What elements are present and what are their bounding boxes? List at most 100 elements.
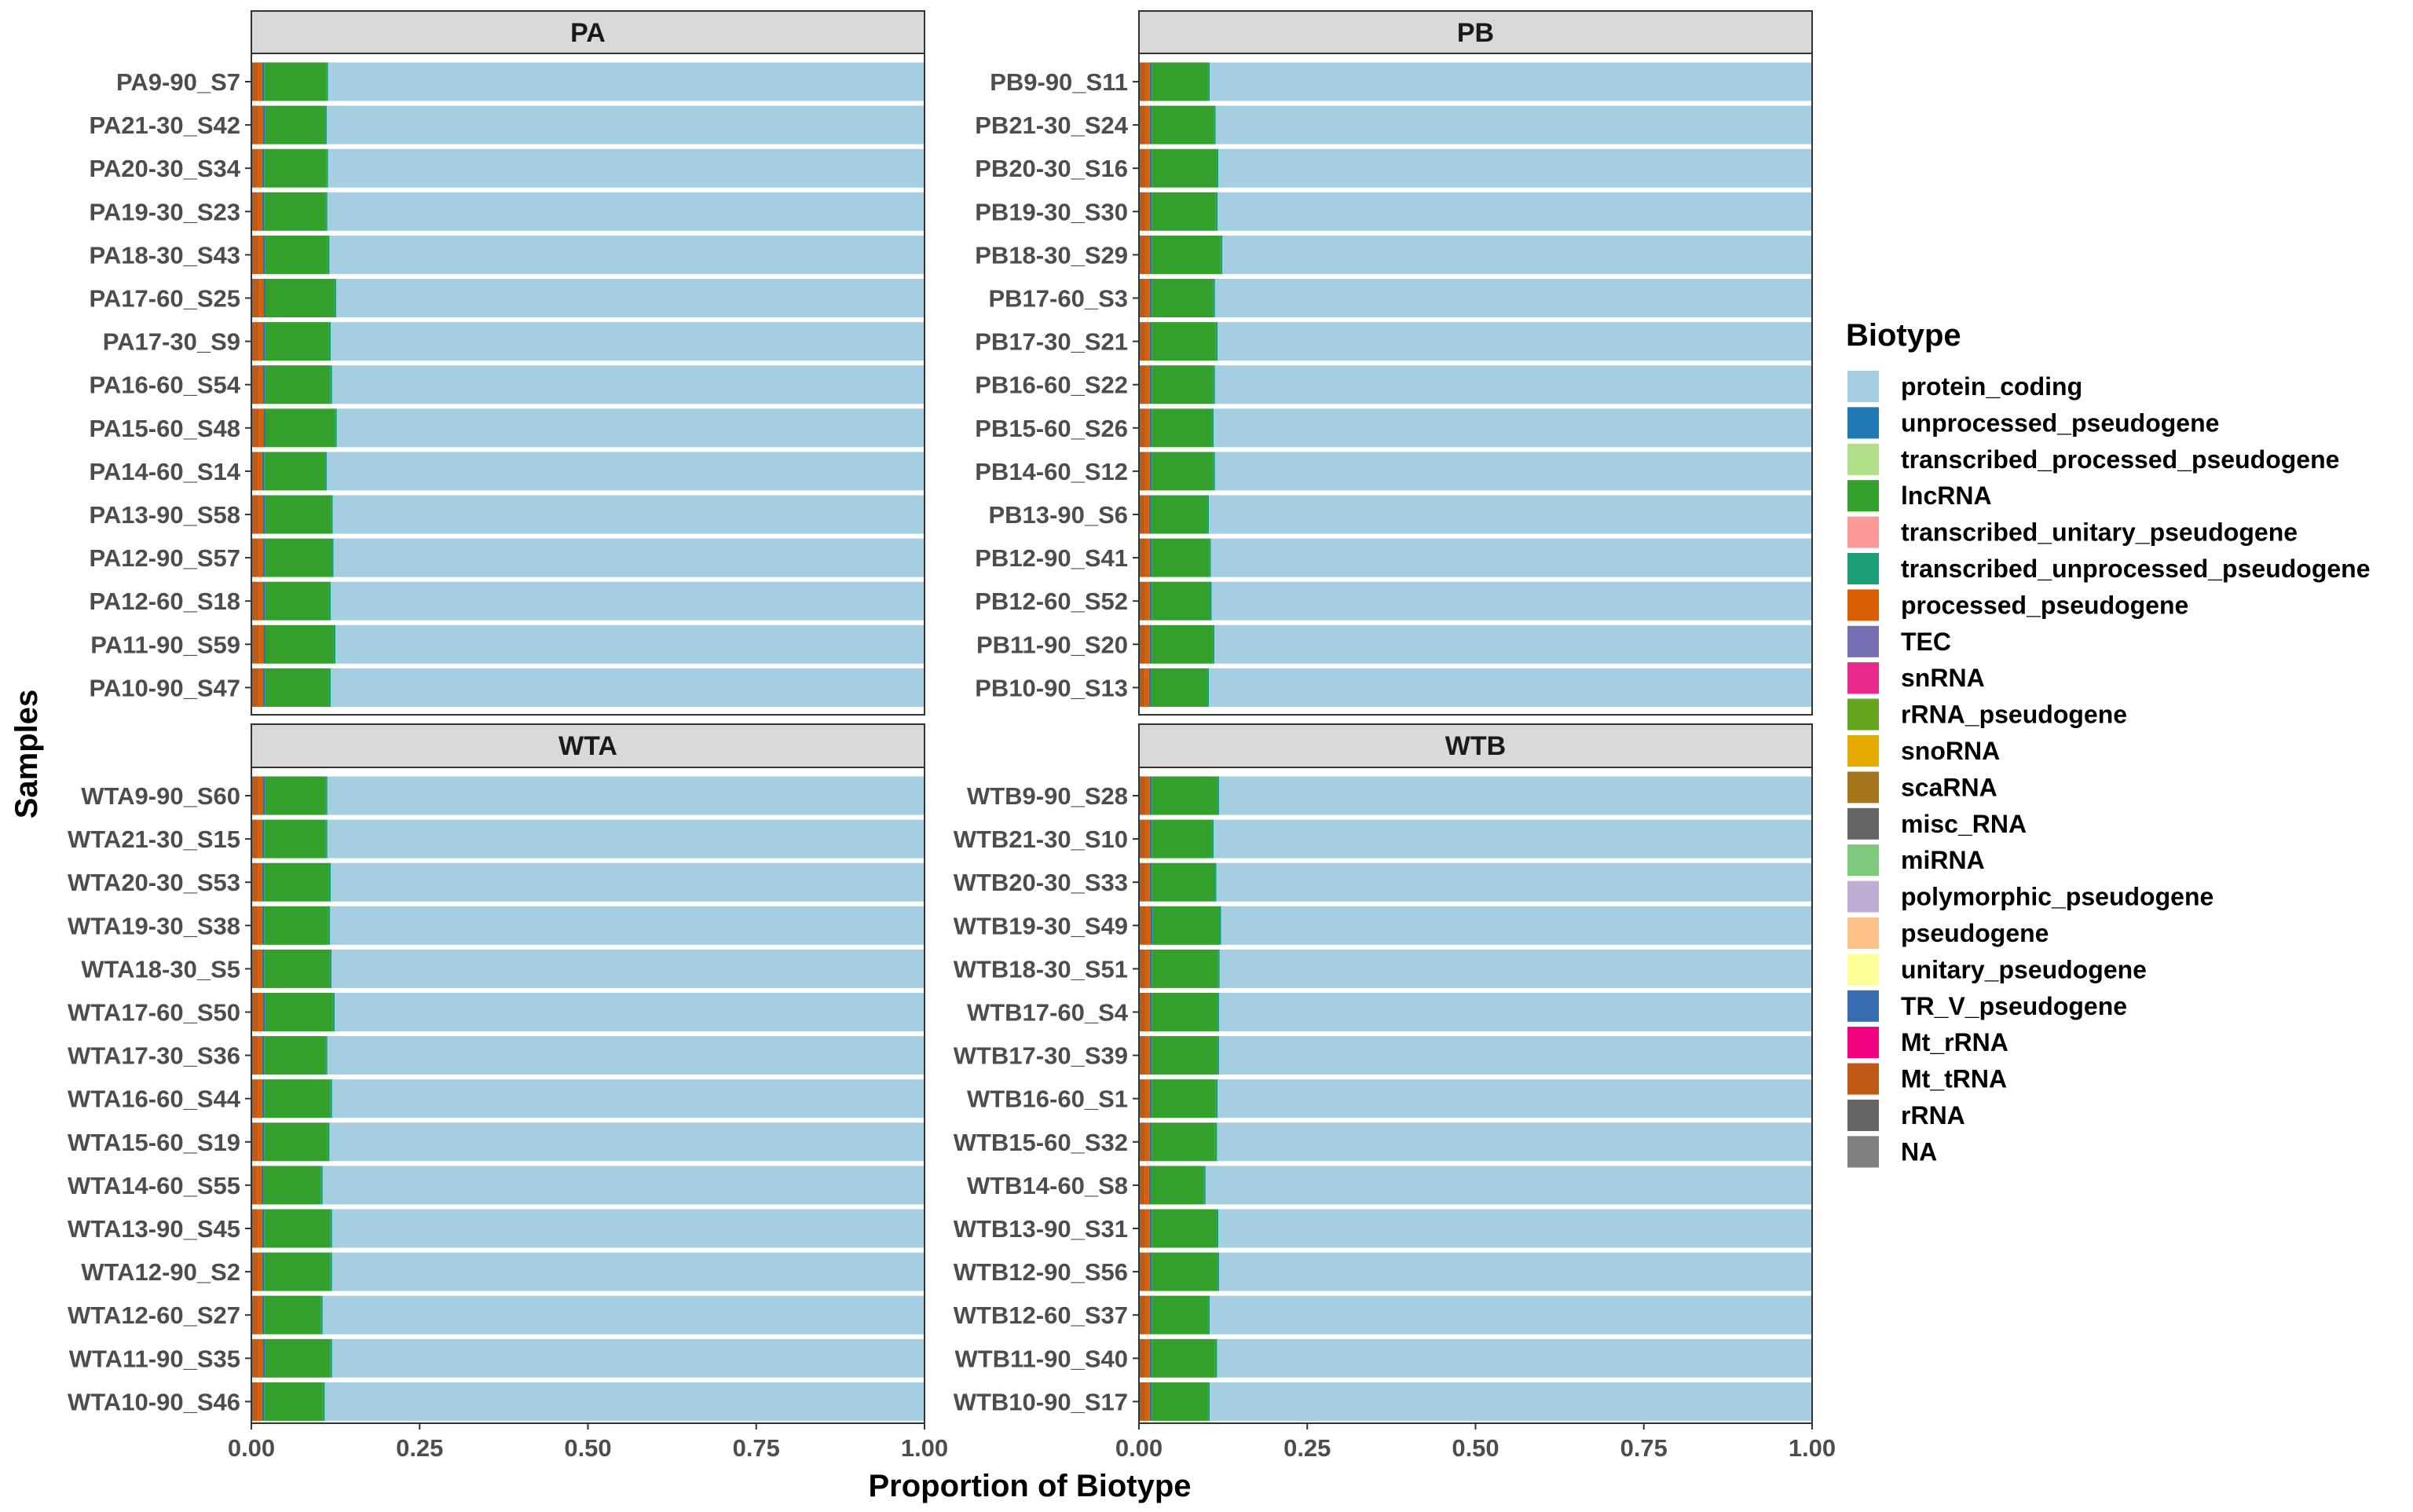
bar-segment-mt-trna	[1139, 452, 1146, 491]
facet-strip-label: WTB	[1445, 731, 1506, 761]
bar-segment-protein-coding	[331, 322, 925, 361]
bar-segment-lncrna	[1152, 1295, 1208, 1334]
bar-segment-protein-coding	[1218, 1252, 1812, 1291]
bar-segment-lncrna	[265, 495, 331, 534]
bar-segment-unprocessed-pseudogene	[1149, 624, 1152, 664]
bar-segment-protein-coding	[336, 408, 925, 448]
y-tick-label: WTA12-90_S2	[81, 1258, 240, 1286]
bar-segment-lncrna	[265, 538, 331, 577]
bar-segment-lncrna	[1152, 624, 1213, 664]
bar-segment-protein-coding	[1214, 452, 1812, 491]
bar-segment-transcribed-unprocessed-pseudogene	[1220, 235, 1223, 274]
bar-segment-processed-pseudogene	[258, 819, 262, 859]
bar-segment-protein-coding	[1221, 906, 1812, 945]
bar-segment-processed-pseudogene	[258, 993, 263, 1031]
bar-segment-transcribed-unprocessed-pseudogene	[1217, 776, 1219, 815]
y-tick-label: WTA9-90_S60	[81, 782, 240, 810]
bar-segment-transcribed-unprocessed-pseudogene	[1215, 192, 1218, 231]
bar-segment-processed-pseudogene	[1145, 452, 1150, 491]
bar-segment-protein-coding	[1209, 668, 1812, 707]
x-tick-label: 0.00	[1115, 1434, 1163, 1462]
x-tick-label: 0.25	[1283, 1434, 1331, 1462]
legend-key-swatch	[1847, 698, 1879, 730]
y-tick-label: WTA20-30_S53	[68, 869, 240, 896]
bar-row	[1139, 776, 1812, 815]
bar-segment-processed-pseudogene	[1145, 993, 1150, 1031]
bar-segment-mt-trna	[251, 819, 258, 859]
bar-segment-lncrna	[1152, 1382, 1208, 1421]
bar-segment-lncrna	[1152, 105, 1214, 145]
bar-segment-mt-trna	[1139, 365, 1146, 405]
bar-segment-lncrna	[264, 819, 326, 859]
bar-segment-protein-coding	[332, 495, 925, 534]
bar-segment-lncrna	[1152, 993, 1217, 1031]
bar-segment-unprocessed-pseudogene	[1149, 322, 1152, 361]
facet-strip	[251, 10, 925, 54]
bar-row	[251, 906, 925, 945]
bar-segment-lncrna	[1152, 192, 1216, 231]
bar-segment-mt-trna	[1139, 62, 1146, 101]
y-tick-label: PA13-90_S58	[90, 501, 240, 529]
bar-segment-processed-pseudogene	[1145, 1122, 1150, 1162]
bar-segment-mt-trna	[1139, 906, 1147, 945]
legend-item: Mt_tRNA	[1847, 1063, 2007, 1095]
y-tick-label: PB12-60_S52	[975, 588, 1128, 615]
bar-segment-protein-coding	[327, 192, 925, 231]
bar-row	[251, 1079, 925, 1118]
bar-segment-unprocessed-pseudogene	[262, 862, 265, 902]
bar-segment-transcribed-unprocessed-pseudogene	[1217, 1252, 1219, 1291]
bar-segment-protein-coding	[1222, 235, 1812, 274]
bar-segment-mt-trna	[251, 1338, 259, 1378]
bar-segment-lncrna	[265, 365, 331, 405]
bar-segment-unprocessed-pseudogene	[1149, 862, 1152, 902]
bar-segment-lncrna	[265, 581, 329, 621]
bar-segment-processed-pseudogene	[258, 862, 262, 902]
bar-segment-mt-trna	[251, 1252, 258, 1291]
bar-segment-protein-coding	[1217, 1122, 1812, 1162]
bar-segment-unprocessed-pseudogene	[1149, 1122, 1152, 1162]
bar-row	[251, 624, 925, 664]
bar-row	[251, 538, 925, 577]
bar-segment-unprocessed-pseudogene	[1149, 1295, 1152, 1334]
y-tick-label: WTB21-30_S10	[954, 826, 1128, 853]
legend-label: transcribed_processed_pseudogene	[1901, 445, 2339, 474]
bar-segment-mt-trna	[251, 408, 260, 448]
legend-key-swatch	[1847, 735, 1879, 767]
bar-segment-unprocessed-pseudogene	[262, 235, 265, 274]
bar-row	[1139, 862, 1812, 902]
bar-segment-lncrna	[265, 1338, 331, 1378]
bar-segment-transcribed-unprocessed-pseudogene	[330, 1338, 332, 1378]
y-tick-label: WTA14-60_S55	[68, 1172, 240, 1199]
bar-segment-processed-pseudogene	[1145, 235, 1150, 274]
bar-segment-transcribed-unprocessed-pseudogene	[1217, 949, 1220, 988]
bar-row	[1139, 1209, 1812, 1248]
facet-strip-label: PB	[1457, 18, 1494, 48]
bar-row	[1139, 993, 1812, 1031]
legend-label: polymorphic_pseudogene	[1901, 883, 2213, 911]
bar-segment-transcribed-unprocessed-pseudogene	[326, 148, 328, 188]
y-tick-label: PB16-60_S22	[975, 372, 1128, 399]
bar-segment-mt-trna	[251, 1209, 258, 1248]
bar-row	[251, 1382, 925, 1421]
bar-segment-mt-trna	[1139, 322, 1146, 361]
bar-segment-lncrna	[1152, 365, 1214, 405]
bar-segment-processed-pseudogene	[1145, 408, 1150, 448]
bar-segment-protein-coding	[1217, 1079, 1812, 1118]
legend-item: transcribed_processed_pseudogene	[1847, 443, 2339, 475]
bar-segment-lncrna	[1152, 62, 1208, 101]
x-axis-title: Proportion of Biotype	[868, 1469, 1191, 1503]
y-axis-title: Samples	[9, 690, 44, 819]
y-tick-label: WTB13-90_S31	[954, 1215, 1128, 1243]
bar-segment-protein-coding	[335, 624, 925, 664]
y-tick-label: PA19-30_S23	[90, 198, 240, 225]
bar-segment-processed-pseudogene	[258, 148, 262, 188]
bar-segment-unprocessed-pseudogene	[1149, 365, 1152, 405]
y-tick-label: WTB11-90_S40	[954, 1345, 1128, 1372]
bar-segment-protein-coding	[1219, 949, 1812, 988]
bar-segment-mt-trna	[1139, 279, 1146, 317]
bar-segment-transcribed-unprocessed-pseudogene	[330, 1079, 332, 1118]
y-tick-label: WTA11-90_S35	[69, 1345, 240, 1372]
bar-segment-lncrna	[265, 993, 333, 1031]
y-tick-label: WTA12-60_S27	[68, 1301, 240, 1329]
legend-item: processed_pseudogene	[1847, 589, 2188, 621]
